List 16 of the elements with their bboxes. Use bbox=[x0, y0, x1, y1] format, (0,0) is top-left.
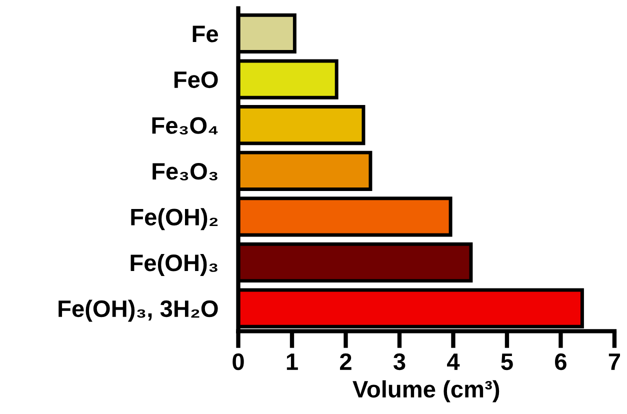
y-tick-label: Fe(OH)₃ bbox=[130, 254, 218, 276]
x-tick-label: 5 bbox=[501, 354, 513, 370]
y-tick-label: Fe₃O₃ bbox=[152, 162, 218, 180]
y-tick-label: Fe(OH)₃, 3H₂O bbox=[58, 300, 218, 322]
y-tick-label: Fe₃O₄ bbox=[152, 117, 218, 135]
x-tick-label: 6 bbox=[555, 353, 566, 370]
x-tick-label: 1 bbox=[286, 354, 298, 370]
x-tick-label: 0 bbox=[232, 353, 244, 370]
x-tick-label: 7 bbox=[608, 354, 620, 370]
x-tick-label: 3 bbox=[393, 353, 406, 370]
y-tick-label: FeO bbox=[174, 71, 218, 88]
x-axis-title: Volume (cm³) bbox=[352, 380, 500, 402]
x-tick-label: 2 bbox=[340, 353, 352, 370]
y-tick-label: Fe(OH)₂ bbox=[131, 208, 218, 230]
x-tick-label: 4 bbox=[447, 354, 460, 370]
y-tick-label: Fe bbox=[192, 26, 218, 42]
